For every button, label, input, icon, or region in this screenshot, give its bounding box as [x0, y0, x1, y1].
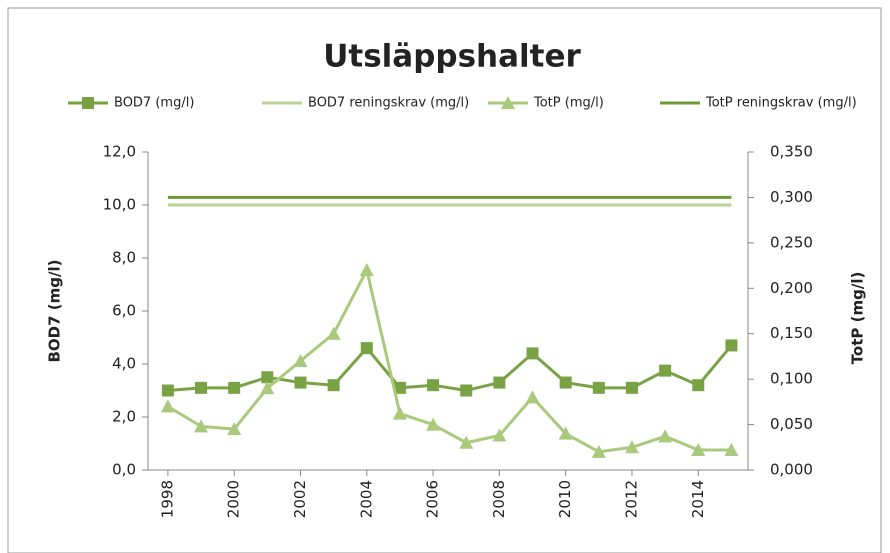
point — [659, 364, 672, 377]
chart-title: Utsläppshalter — [323, 39, 581, 75]
legend-label: BOD7 (mg/l) — [114, 96, 194, 111]
point — [692, 379, 705, 392]
point — [559, 376, 572, 389]
y2-axis-title: TotP (mg/l) — [849, 272, 867, 365]
y2-tick-label: 0,350 — [770, 143, 813, 161]
point — [195, 381, 208, 394]
point — [194, 419, 209, 433]
x-tick-label: 2002 — [291, 480, 309, 518]
y2-tick-label: 0,050 — [770, 415, 813, 433]
point — [459, 435, 474, 449]
point — [360, 342, 373, 355]
point — [327, 379, 340, 392]
point — [293, 353, 308, 367]
point — [625, 381, 638, 394]
point — [326, 326, 341, 340]
legend-label: BOD7 reningskrav (mg/l) — [308, 96, 469, 111]
point — [228, 381, 241, 394]
legend-marker — [82, 97, 94, 109]
point — [525, 390, 540, 404]
y-tick-label: 2,0 — [112, 408, 136, 426]
x-tick-label: 1998 — [158, 480, 176, 518]
y2-tick-label: 0,150 — [770, 324, 813, 342]
y2-tick-label: 0,200 — [770, 279, 813, 297]
legend-marker — [501, 96, 515, 109]
point — [691, 443, 706, 457]
point — [426, 417, 441, 431]
point — [227, 422, 242, 436]
x-tick-label: 2006 — [424, 480, 442, 518]
point — [591, 444, 606, 458]
y2-tick-label: 0,000 — [770, 461, 813, 479]
point — [725, 339, 738, 352]
y-tick-label: 0,0 — [112, 461, 136, 479]
y-tick-label: 8,0 — [112, 249, 136, 267]
point — [294, 376, 307, 389]
point — [392, 406, 407, 420]
x-tick-label: 2010 — [556, 480, 574, 518]
legend-label: TotP (mg/l) — [533, 96, 604, 111]
y-axis-title: BOD7 (mg/l) — [46, 260, 64, 363]
point — [427, 379, 440, 392]
x-tick-label: 2004 — [357, 480, 375, 518]
point — [624, 440, 639, 454]
y2-tick-label: 0,300 — [770, 188, 813, 206]
point — [658, 429, 673, 443]
point — [493, 376, 506, 389]
point — [460, 384, 473, 397]
point — [261, 371, 274, 384]
point — [359, 263, 374, 277]
y-tick-label: 6,0 — [112, 302, 136, 320]
point — [592, 381, 605, 394]
x-tick-label: 2008 — [490, 480, 508, 518]
point — [492, 428, 507, 442]
point — [558, 426, 573, 440]
x-tick-label: 2014 — [689, 480, 707, 518]
point — [161, 384, 174, 397]
y-tick-label: 12,0 — [103, 143, 136, 161]
y-tick-label: 4,0 — [112, 355, 136, 373]
legend-label: TotP reningskrav (mg/l) — [705, 96, 857, 111]
y2-tick-label: 0,250 — [770, 233, 813, 251]
x-tick-label: 2012 — [622, 480, 640, 518]
y2-tick-label: 0,100 — [770, 370, 813, 388]
point — [260, 381, 275, 395]
point — [160, 399, 175, 413]
point — [526, 347, 539, 360]
y-tick-label: 10,0 — [103, 196, 136, 214]
series-line — [167, 265, 732, 454]
point — [724, 443, 739, 457]
x-tick-label: 2000 — [225, 480, 243, 518]
chart-border — [7, 7, 882, 553]
point — [393, 381, 406, 394]
